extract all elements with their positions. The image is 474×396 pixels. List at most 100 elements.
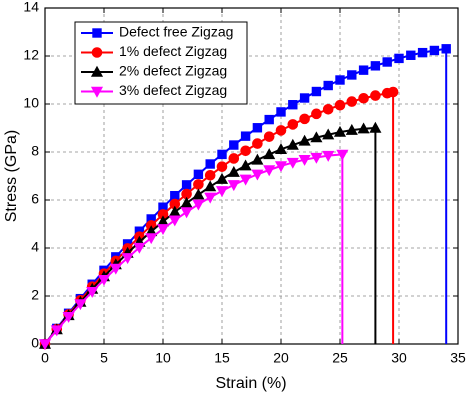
marker xyxy=(193,169,204,180)
marker xyxy=(180,207,193,219)
marker xyxy=(205,159,215,169)
marker xyxy=(251,153,264,165)
marker xyxy=(252,138,263,149)
marker xyxy=(181,180,192,190)
marker xyxy=(240,131,251,141)
marker xyxy=(298,154,311,166)
marker xyxy=(417,47,428,58)
marker xyxy=(90,65,104,77)
marker xyxy=(252,123,263,133)
marker xyxy=(310,131,323,143)
marker xyxy=(358,65,369,75)
x-tick-label: 0 xyxy=(41,350,49,366)
marker xyxy=(62,311,75,323)
plot-frame xyxy=(44,7,459,345)
marker xyxy=(263,165,276,177)
marker xyxy=(322,150,335,162)
marker xyxy=(429,45,440,56)
marker xyxy=(299,93,310,103)
marker xyxy=(333,125,347,137)
x-tick-label: 20 xyxy=(273,350,289,366)
marker xyxy=(204,192,217,204)
marker xyxy=(264,114,274,125)
marker xyxy=(204,180,217,192)
y-tick-label: 6 xyxy=(31,191,39,207)
marker xyxy=(298,134,311,146)
y-axis-label: Stress (GPa) xyxy=(3,130,20,222)
y-tick-label: 2 xyxy=(31,287,39,303)
y-tick-label: 14 xyxy=(23,0,39,15)
marker xyxy=(50,325,63,337)
marker xyxy=(192,199,205,211)
marker xyxy=(323,80,333,91)
marker xyxy=(336,149,349,161)
legend-box xyxy=(74,21,248,105)
marker xyxy=(310,152,323,164)
y-tick-label: 12 xyxy=(23,47,39,63)
marker xyxy=(38,339,52,351)
x-tick-label: 25 xyxy=(332,350,348,366)
x-tick-label: 10 xyxy=(155,350,171,366)
marker xyxy=(311,86,322,97)
marker xyxy=(216,161,228,172)
marker xyxy=(170,190,180,201)
marker xyxy=(370,90,381,101)
marker xyxy=(74,299,87,311)
x-tick-label: 15 xyxy=(214,350,230,366)
marker xyxy=(322,103,334,115)
marker xyxy=(90,86,104,98)
marker xyxy=(322,128,335,140)
marker xyxy=(121,253,134,265)
marker xyxy=(92,28,102,38)
marker xyxy=(192,188,205,200)
marker xyxy=(311,108,322,120)
marker xyxy=(387,86,399,98)
marker xyxy=(370,61,381,71)
marker xyxy=(274,161,288,173)
marker xyxy=(347,70,357,80)
y-tick-label: 10 xyxy=(23,95,39,111)
marker xyxy=(229,140,239,150)
x-tick-label: 35 xyxy=(450,350,466,366)
marker xyxy=(145,233,158,245)
marker xyxy=(287,119,299,130)
marker xyxy=(382,57,392,67)
marker xyxy=(239,174,252,186)
marker xyxy=(335,75,345,85)
marker xyxy=(276,107,286,117)
marker xyxy=(97,274,111,286)
x-tick-label: 30 xyxy=(391,350,407,366)
marker xyxy=(168,215,181,227)
marker xyxy=(286,157,299,169)
marker xyxy=(156,224,170,236)
marker xyxy=(228,153,240,164)
marker xyxy=(299,113,310,125)
marker xyxy=(263,131,275,142)
marker xyxy=(240,145,251,157)
marker xyxy=(286,138,299,150)
marker xyxy=(406,50,416,60)
y-tick-label: 4 xyxy=(31,239,39,255)
marker xyxy=(441,44,451,54)
marker xyxy=(227,165,240,177)
marker xyxy=(193,179,204,190)
marker xyxy=(288,100,298,110)
marker xyxy=(227,180,240,192)
marker xyxy=(86,286,99,298)
marker xyxy=(358,92,369,104)
x-tick-label: 5 xyxy=(100,350,108,366)
marker xyxy=(394,53,404,64)
legend: Defect free Zigzag 1% defect Zigzag 2% def… xyxy=(74,21,248,105)
marker xyxy=(251,169,264,181)
marker xyxy=(133,242,146,254)
y-tick-label: 8 xyxy=(31,143,39,159)
marker xyxy=(274,143,288,155)
marker xyxy=(263,148,276,160)
marker xyxy=(204,169,216,181)
marker xyxy=(357,122,370,134)
marker xyxy=(217,149,227,160)
legend-label: 3% defect Zigzag xyxy=(119,82,227,98)
marker xyxy=(109,263,122,275)
marker xyxy=(345,123,358,135)
